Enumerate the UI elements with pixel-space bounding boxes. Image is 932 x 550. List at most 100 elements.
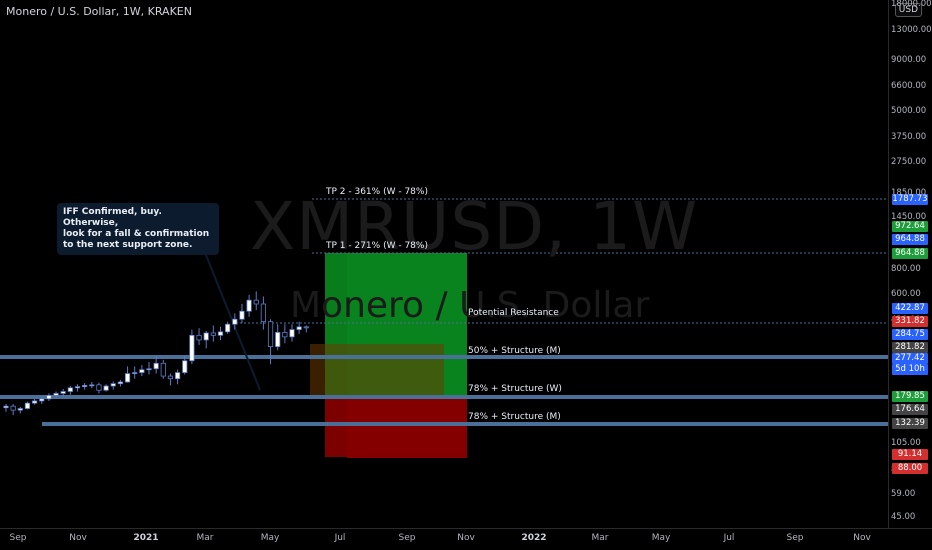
candle-body xyxy=(132,372,138,374)
time-tick-label: Nov xyxy=(457,533,475,543)
candle-body xyxy=(96,384,102,391)
price-tick-label: 3750.00 xyxy=(891,132,927,142)
resistance-label: Potential Resistance xyxy=(468,308,559,318)
candle-body xyxy=(39,398,45,402)
structure-78w-line xyxy=(0,395,888,399)
candle-body xyxy=(110,383,116,387)
time-tick-label: Jul xyxy=(334,533,346,543)
candle-body xyxy=(60,391,66,394)
candle-body xyxy=(246,299,252,312)
price-tick-label: 600.00 xyxy=(891,289,921,299)
candle-body xyxy=(124,373,131,383)
time-tick-label: May xyxy=(651,533,671,543)
candle-body xyxy=(67,387,73,392)
chart-title: Monero / U.S. Dollar, 1W, KRAKEN xyxy=(6,5,192,18)
candle-body xyxy=(117,381,123,385)
candle-body xyxy=(189,334,195,362)
candle-body xyxy=(160,362,166,377)
time-tick-label: 2022 xyxy=(521,533,547,543)
candle-body xyxy=(17,408,23,411)
price-tag: 5d 10h xyxy=(892,364,928,375)
candle-body xyxy=(232,318,238,325)
time-tick-label: May xyxy=(260,533,280,543)
candle-body xyxy=(182,360,188,373)
structure-78w-label: 78% + Structure (W) xyxy=(468,384,562,394)
candle-body xyxy=(153,362,159,370)
candle-body xyxy=(46,395,52,400)
price-tag: 179.85 xyxy=(892,391,928,402)
candle-body xyxy=(275,331,281,348)
price-tick-label: 9000.00 xyxy=(891,55,927,65)
price-tag: 422.87 xyxy=(892,303,928,314)
time-tick-label: Mar xyxy=(591,533,609,543)
price-tag: 88.00 xyxy=(892,463,928,474)
time-tick-label: 2021 xyxy=(133,533,159,543)
candle-body xyxy=(289,329,295,338)
tp1-label: TP 1 - 271% (W - 78%) xyxy=(326,241,428,251)
candle-body xyxy=(196,334,202,341)
price-tag: 964.88 xyxy=(892,248,928,259)
price-tag: 284.75 xyxy=(892,329,928,340)
candle-body xyxy=(239,310,245,320)
candle-body xyxy=(296,326,302,330)
candle-body xyxy=(167,375,174,380)
candle-body xyxy=(10,405,16,411)
candle-body xyxy=(146,368,152,371)
structure-78m-line xyxy=(42,422,888,426)
candle-body xyxy=(210,332,216,336)
candle-body xyxy=(203,332,209,341)
candle-body xyxy=(89,384,95,387)
price-tag: 91.14 xyxy=(892,449,928,460)
candle-body xyxy=(253,299,259,305)
candle-body xyxy=(303,326,309,329)
price-tag: 281.82 xyxy=(892,342,928,353)
candle-body xyxy=(82,385,88,388)
watermark-name: Monero / U.S. Dollar xyxy=(290,285,650,326)
price-tick-label: 1850.00 xyxy=(891,188,927,198)
currency-button[interactable]: USD xyxy=(894,3,922,17)
watermark-symbol: XMRUSD, 1W xyxy=(250,188,699,265)
time-tick-label: Sep xyxy=(786,533,804,543)
time-tick-label: Mar xyxy=(196,533,214,543)
price-tick-label: 13000.00 xyxy=(891,25,932,35)
time-tick-label: Nov xyxy=(853,533,871,543)
candle-body xyxy=(225,323,231,333)
stop-zone-inner xyxy=(325,396,347,457)
price-tick-label: 1450.00 xyxy=(891,212,927,222)
price-tag: 176.64 xyxy=(892,404,928,415)
price-tick-label: 800.00 xyxy=(891,264,921,274)
price-tick-label: 5000.00 xyxy=(891,106,927,116)
price-tick-label: 59.00 xyxy=(891,489,916,499)
tp2-label: TP 2 - 361% (W - 78%) xyxy=(326,187,428,197)
price-tag: 1787.73 xyxy=(892,194,928,205)
candle-body xyxy=(174,372,181,380)
price-tag: 964.88 xyxy=(892,234,928,245)
price-tag: 972.64 xyxy=(892,221,928,232)
time-tick-label: Sep xyxy=(9,533,27,543)
time-tick-label: Jul xyxy=(723,533,735,543)
time-tick-label: Nov xyxy=(69,533,87,543)
price-axis-separator xyxy=(888,0,889,528)
candle-body xyxy=(267,321,274,348)
candle-body xyxy=(3,405,9,409)
price-tick-label: 105.00 xyxy=(891,438,921,448)
price-tag: 331.82 xyxy=(892,316,928,327)
structure-50m-label: 50% + Structure (M) xyxy=(468,346,561,356)
price-tag: 132.39 xyxy=(892,418,928,429)
trade-note[interactable]: IFF Confirmed, buy. Otherwise, look for … xyxy=(57,203,219,255)
candle-body xyxy=(260,303,267,323)
entry-zone xyxy=(310,344,444,398)
candle-body xyxy=(282,331,288,338)
price-tick-label: 6600.00 xyxy=(891,81,927,91)
candle-body xyxy=(139,369,145,373)
note-pointer xyxy=(199,239,261,391)
time-tick-label: Sep xyxy=(398,533,416,543)
price-tick-label: 2750.00 xyxy=(891,157,927,167)
candle-body xyxy=(32,400,38,404)
candle-body xyxy=(53,393,59,396)
stop-zone xyxy=(347,396,467,458)
candle-body xyxy=(217,331,224,336)
time-axis-separator xyxy=(0,528,932,529)
candle-body xyxy=(74,386,81,389)
